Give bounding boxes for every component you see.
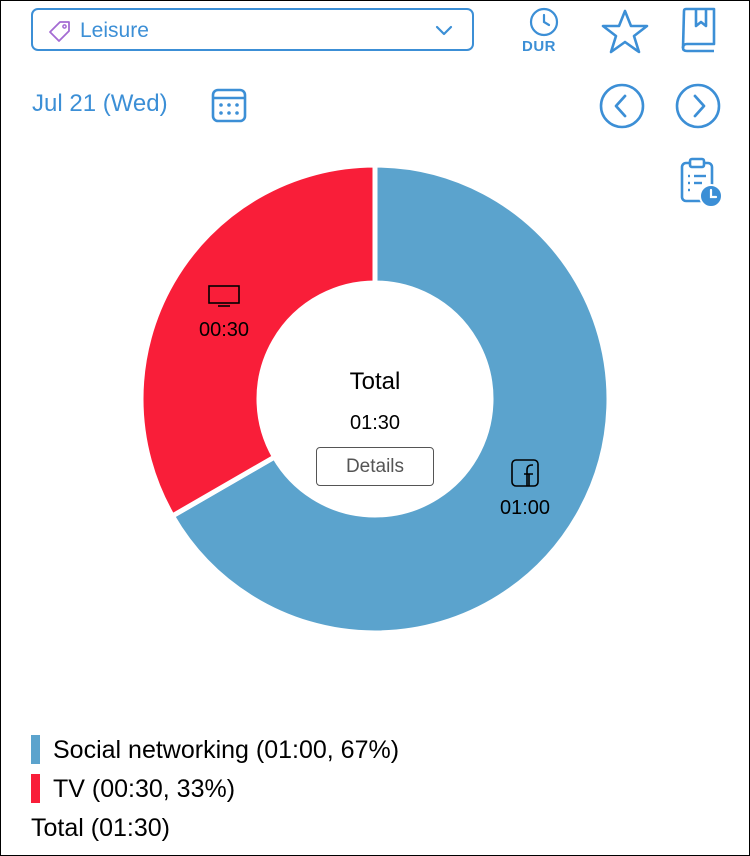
facebook-icon — [511, 459, 539, 487]
details-button[interactable]: Details — [316, 447, 434, 486]
duration-button[interactable] — [518, 6, 570, 60]
tv-icon — [208, 285, 240, 307]
book-icon[interactable] — [676, 6, 720, 54]
next-day-button[interactable] — [674, 82, 722, 130]
legend-item-tv: TV (00:30, 33%) — [31, 773, 236, 805]
legend-swatch — [31, 734, 40, 764]
tag-icon — [49, 21, 70, 42]
legend-item-social: Social networking (01:00, 67%) — [31, 734, 400, 766]
star-icon[interactable] — [600, 8, 650, 56]
legend-label: TV (00:30, 33%) — [53, 775, 236, 803]
social-slice-time: 01:00 — [499, 497, 551, 519]
legend-total: Total (01:30) — [31, 814, 170, 842]
calendar-icon[interactable] — [210, 86, 248, 124]
legend-label: Social networking (01:00, 67%) — [53, 736, 400, 764]
clock-icon — [529, 7, 559, 37]
chart-center-title: Total — [349, 368, 401, 395]
category-label: Leisure — [80, 19, 149, 42]
clipboard-clock-icon[interactable] — [678, 156, 724, 208]
chart-center-value: 01:30 — [349, 412, 401, 434]
category-dropdown[interactable]: Leisure — [31, 8, 474, 51]
legend-swatch — [31, 773, 40, 803]
chevron-down-icon — [435, 25, 453, 36]
tv-slice-time: 00:30 — [198, 319, 250, 341]
previous-day-button[interactable] — [598, 82, 646, 130]
duration-label: DUR — [522, 38, 556, 55]
date-label[interactable]: Jul 21 (Wed) — [32, 90, 168, 117]
